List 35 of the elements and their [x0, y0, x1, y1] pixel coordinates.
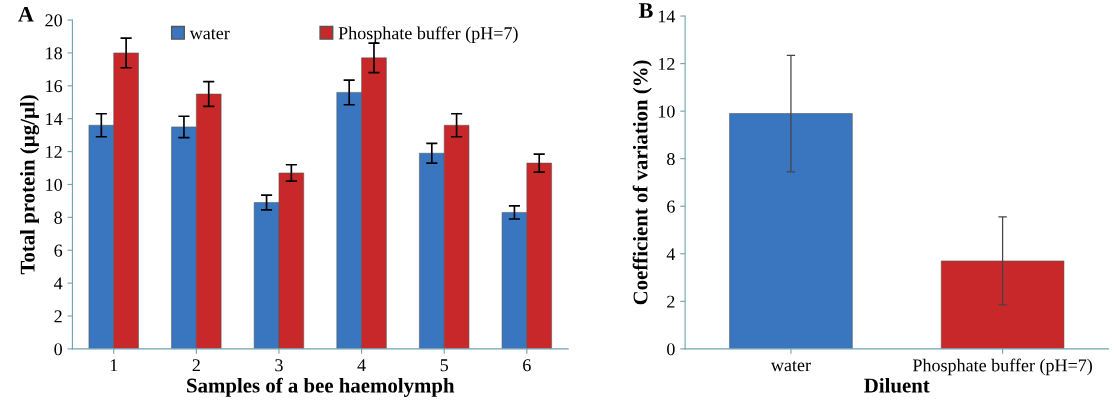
y-axis-title: Total protein (µg/µl) [20, 95, 40, 275]
y-tick-label: 12 [46, 145, 62, 158]
x-tick-label: 5 [440, 359, 449, 372]
legend-label: water [189, 28, 230, 40]
x-axis-title: Diluent [864, 377, 930, 393]
y-tick-label: 18 [46, 47, 62, 60]
y-tick-label: 14 [46, 113, 63, 125]
x-tick-label: 3 [275, 359, 283, 372]
x-tick-label: 2 [192, 359, 200, 372]
y-tick-label: 2 [667, 295, 675, 308]
y-tick-label: 0 [54, 343, 62, 356]
y-tick-label: 4 [666, 248, 676, 261]
chart-title: A [18, 6, 34, 22]
x-tick-label: 4 [357, 359, 366, 372]
y-tick-label: 20 [45, 14, 62, 27]
x-axis-title: Samples of a bee haemolymph [187, 377, 455, 397]
y-tick-label: 16 [46, 80, 63, 93]
y-tick-label: 0 [667, 343, 675, 356]
legend-label: Phosphate buffer (pH=7) [338, 26, 518, 43]
y-tick-label: 8 [54, 211, 62, 224]
y-tick-label: 10 [658, 105, 675, 118]
y-tick-label: 12 [658, 57, 675, 70]
y-axis-title: Coefficient of variation (%) [632, 60, 652, 305]
x-tick-label: water [770, 360, 811, 372]
y-tick-label: 4 [54, 277, 63, 290]
x-tick-label: Phosphate buffer (pH=7) [912, 358, 1092, 376]
y-tick-label: 8 [667, 152, 675, 166]
y-tick-label: 2 [54, 310, 62, 323]
y-tick-label: 10 [46, 178, 62, 191]
x-tick-label: 1 [110, 359, 118, 372]
chart-title: B [638, 3, 653, 18]
y-tick-label: 6 [54, 244, 63, 257]
x-tick-label: 6 [523, 359, 531, 372]
y-tick-label: 14 [658, 10, 676, 23]
y-tick-label: 6 [667, 200, 675, 213]
